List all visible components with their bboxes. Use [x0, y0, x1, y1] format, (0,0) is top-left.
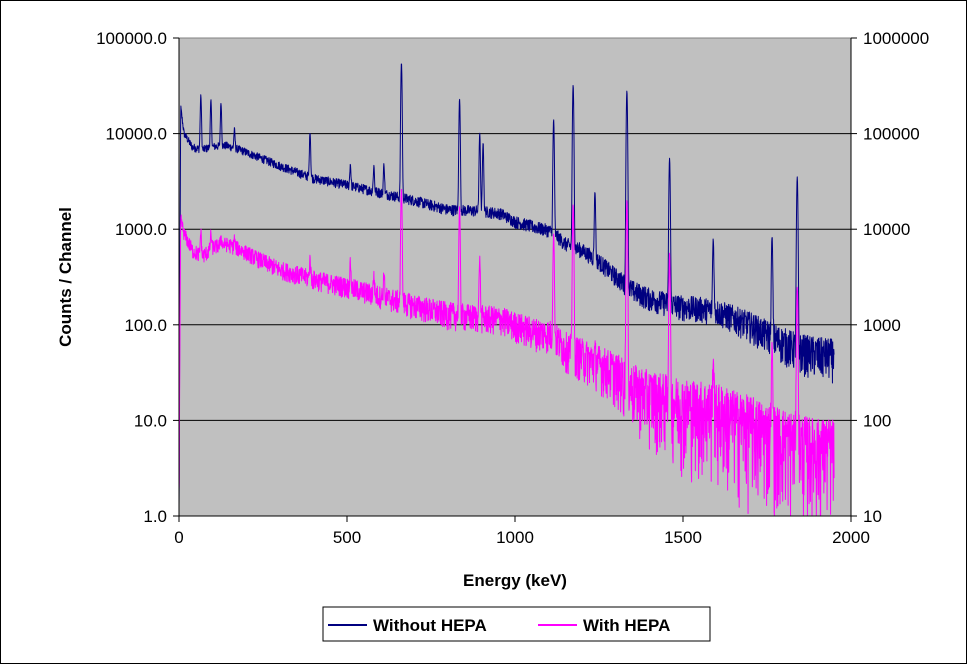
x-tick-label: 2000: [832, 528, 870, 547]
y-right-tick-label: 10000: [863, 220, 910, 239]
y-left-tick-label: 1.0: [143, 507, 167, 526]
plot-area: [178, 37, 852, 517]
legend-box: [322, 606, 711, 642]
y-left-tick-label: 100000.0: [96, 29, 167, 48]
x-tick-label: 0: [174, 528, 183, 547]
x-tick-label: 1000: [496, 528, 534, 547]
y-right-tick-label: 1000000: [863, 29, 929, 48]
legend-label-without-hepa: Without HEPA: [373, 616, 487, 635]
x-tick-label: 1500: [664, 528, 702, 547]
series-line-1: [178, 188, 835, 517]
series-line-0: [178, 63, 835, 506]
y-right-tick-label: 10: [863, 507, 882, 526]
y-right-tick-label: 1000: [863, 316, 901, 335]
y-left-tick-label: 10.0: [134, 411, 167, 430]
y-right-tick-label: 100000: [863, 125, 920, 144]
y-axis-title: Counts / Channel: [56, 207, 75, 347]
series-layer: [178, 63, 835, 517]
x-tick-label: 500: [333, 528, 361, 547]
x-axis-title: Energy (keV): [463, 571, 567, 590]
y-right-tick-label: 100: [863, 411, 891, 430]
y-left-tick-label: 10000.0: [106, 125, 167, 144]
y-left-tick-label: 1000.0: [115, 220, 167, 239]
legend-label-with-hepa: With HEPA: [583, 616, 670, 635]
y-left-tick-label: 100.0: [124, 316, 167, 335]
legend: Without HEPA With HEPA: [322, 606, 711, 642]
axes: [173, 37, 857, 522]
